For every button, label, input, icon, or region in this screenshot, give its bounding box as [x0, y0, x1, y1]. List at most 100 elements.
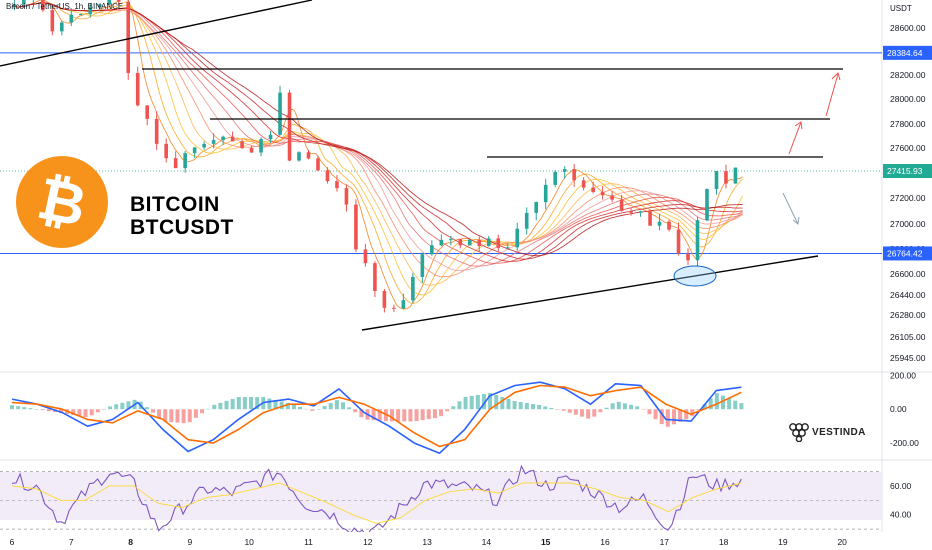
- macd-histogram-bar: [291, 404, 296, 410]
- support-trendline: [361, 255, 819, 331]
- bitcoin-logo-icon: ₿: [14, 155, 114, 250]
- y-tick-label: 27200.00: [890, 193, 926, 203]
- level-label-box: [742, 240, 840, 251]
- macd-histogram-bar: [727, 398, 732, 410]
- macd-histogram-bar: [739, 403, 744, 410]
- ma-ribbon-line: [11, 2, 743, 260]
- macd-histogram-bar: [16, 406, 21, 410]
- candle-body: [581, 180, 586, 188]
- macd-histogram-bar: [690, 409, 695, 417]
- candle-body: [553, 171, 557, 185]
- macd-histogram-bar: [28, 408, 33, 410]
- macd-histogram-bar: [702, 404, 707, 410]
- macd-histogram-bar: [408, 409, 413, 422]
- macd-histogram-bar: [647, 409, 652, 415]
- macd-histogram-bar: [469, 395, 474, 410]
- y-tick-label: 28600.00: [890, 23, 926, 33]
- macd-tick-label: 0.00: [890, 404, 907, 414]
- macd-histogram-bar: [242, 397, 247, 410]
- candle-body: [107, 0, 112, 5]
- candle-body: [335, 181, 339, 189]
- candle-body: [562, 169, 567, 172]
- candle-body: [629, 210, 633, 213]
- price-mark-label: 28384.64: [887, 48, 923, 58]
- x-tick-label: 15: [541, 537, 551, 547]
- macd-histogram-bar: [641, 409, 646, 410]
- candle-body: [230, 136, 235, 142]
- candle-body: [325, 170, 330, 182]
- candle-body: [240, 141, 244, 149]
- candle-body: [543, 184, 548, 203]
- candle-body: [164, 143, 168, 159]
- macd-histogram-bar: [432, 409, 437, 419]
- macd-histogram-bar: [279, 401, 284, 410]
- candle-body: [145, 105, 150, 119]
- macd-histogram-bar: [549, 407, 554, 410]
- y-tick-label: 28000.00: [890, 94, 926, 104]
- target-arrow-head: [794, 121, 803, 130]
- macd-histogram-bar: [22, 407, 27, 410]
- macd-histogram-bar: [71, 409, 76, 416]
- y-tick-label: 28200.00: [890, 70, 926, 80]
- pullback-arrow: [782, 192, 799, 225]
- macd-histogram-bar: [488, 393, 493, 410]
- macd-histogram-bar: [359, 409, 364, 418]
- candle-body: [278, 92, 282, 135]
- candle-body: [686, 253, 690, 261]
- candle-body: [411, 276, 415, 301]
- macd-histogram-bar: [506, 398, 511, 410]
- candle-body: [733, 167, 738, 184]
- macd-histogram-bar: [439, 409, 444, 417]
- macd-histogram-bar: [334, 400, 339, 410]
- macd-histogram-bar: [150, 409, 155, 413]
- macd-histogram-bar: [114, 404, 119, 410]
- candle-body: [268, 134, 273, 140]
- macd-histogram-bar: [402, 409, 407, 422]
- candle-body: [600, 192, 605, 196]
- macd-histogram-bar: [635, 406, 640, 410]
- macd-histogram-bar: [671, 409, 676, 425]
- candle-body: [306, 152, 311, 159]
- candle-body: [78, 14, 83, 16]
- macd-histogram-bar: [328, 403, 333, 410]
- macd-histogram-bar: [298, 406, 303, 410]
- macd-histogram-bar: [175, 409, 180, 423]
- candle-body: [401, 300, 406, 309]
- candle-body: [211, 140, 216, 144]
- macd-histogram-bar: [714, 393, 719, 410]
- candle-body: [183, 153, 187, 169]
- macd-histogram-bar: [310, 409, 315, 411]
- macd-histogram-bar: [543, 406, 548, 410]
- macd-histogram-bar: [255, 397, 260, 410]
- macd-histogram-bar: [426, 409, 431, 420]
- candle-body: [392, 307, 396, 309]
- x-tick-label: 12: [363, 537, 373, 547]
- candle-body: [259, 139, 263, 153]
- macd-histogram-bar: [537, 404, 542, 410]
- macd-histogram-bar: [40, 409, 45, 411]
- candle-body: [505, 247, 510, 249]
- macd-histogram-bar: [34, 409, 39, 410]
- price-mark-box: [883, 246, 932, 261]
- candle-body: [705, 189, 709, 221]
- candle-body: [287, 92, 292, 161]
- candle-body: [695, 220, 700, 261]
- ma-ribbon-line: [11, 2, 743, 262]
- macd-histogram-bar: [733, 400, 738, 410]
- candle-body: [591, 187, 595, 193]
- ma-ribbon-line: [11, 2, 744, 296]
- rsi-series-line: [11, 482, 742, 524]
- macd-histogram-bar: [101, 409, 106, 410]
- price-mark-box: [883, 164, 932, 179]
- macd-histogram-bar: [721, 395, 726, 410]
- candle-body: [496, 238, 501, 248]
- ma-ribbon-line: [11, 2, 743, 286]
- candle-body: [154, 118, 159, 144]
- macd-histogram-bar: [206, 408, 211, 410]
- y-tick-label: 26440.00: [890, 290, 926, 300]
- x-tick-label: 6: [10, 537, 15, 547]
- y-tick-label: 27600.00: [890, 143, 926, 153]
- y-tick-label: 26600.00: [890, 269, 926, 279]
- macd-histogram-bar: [604, 407, 609, 410]
